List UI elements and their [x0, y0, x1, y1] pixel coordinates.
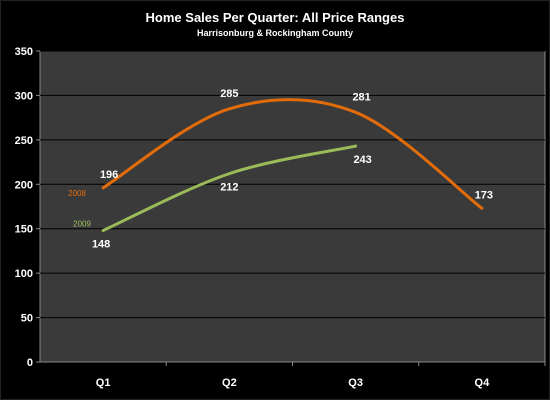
y-tick-label: 300: [15, 90, 33, 102]
series-line-2008: [101, 98, 484, 210]
data-label: 196: [100, 169, 118, 181]
y-tick-label: 200: [15, 179, 33, 191]
data-label: 281: [352, 91, 370, 103]
series-label-2009: 2009: [73, 219, 91, 228]
plot-area: 0 50 100 150 200 250 300 350 Q1 Q2 Q3 Q4 2008 196 285 2…: [15, 46, 546, 389]
x-tick-label: Q1: [96, 377, 111, 389]
x-tick-label: Q4: [475, 377, 491, 389]
y-tick-label: 100: [15, 268, 33, 280]
y-tick-label: 150: [15, 224, 33, 236]
y-tick-label: 250: [15, 135, 33, 147]
x-tick-label: Q3: [348, 377, 363, 389]
y-tick-label: 0: [27, 357, 33, 369]
data-label: 285: [220, 88, 238, 100]
series-line-2009: [101, 144, 358, 232]
plot-background: [39, 50, 546, 363]
chart-subtitle: Harrisonburg & Rockingham County: [197, 28, 353, 38]
y-tick-label: 50: [21, 313, 33, 325]
x-tick-label: Q2: [222, 377, 237, 389]
data-label: 148: [92, 238, 110, 250]
data-label: 173: [475, 189, 493, 201]
y-tick-label: 350: [15, 46, 33, 58]
chart-title: Home Sales Per Quarter: All Price Ranges: [146, 10, 405, 25]
data-label: 243: [353, 154, 371, 166]
data-label: 212: [220, 182, 238, 194]
series-label-2008: 2008: [68, 189, 86, 198]
